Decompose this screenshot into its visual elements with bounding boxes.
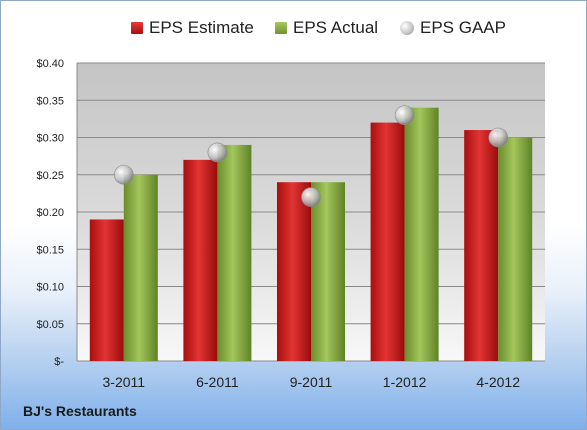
dot-eps-gaap [488, 127, 509, 148]
bar-eps-estimate [183, 159, 218, 361]
legend-item-eps-estimate: EPS Estimate [131, 18, 254, 38]
y-tick-label: $0.40 [36, 58, 64, 70]
legend-marker-eps-gaap [400, 21, 414, 35]
dot-eps-gaap [394, 105, 415, 125]
y-tick-label: $0.35 [36, 95, 64, 107]
legend-label-eps-gaap: EPS GAAP [420, 18, 506, 37]
x-tick-label: 4-2012 [476, 374, 520, 390]
x-tick-label: 9-2011 [290, 374, 333, 390]
y-tick-label: $0.10 [36, 282, 64, 294]
y-tick-label: $0.15 [36, 244, 64, 256]
bar-eps-actual [498, 137, 533, 361]
x-tick-label: 6-2011 [196, 374, 239, 390]
legend-label-eps-estimate: EPS Estimate [149, 18, 254, 37]
company-name: BJ's Restaurants [23, 403, 137, 419]
bar-eps-estimate [89, 219, 124, 361]
bar-eps-actual [404, 107, 439, 361]
bar-eps-estimate [464, 130, 499, 361]
legend-item-eps-gaap: EPS GAAP [400, 18, 506, 38]
bar-eps-actual [311, 182, 345, 361]
bar-eps-actual [217, 144, 252, 361]
legend-item-eps-actual: EPS Actual [275, 18, 378, 38]
dot-eps-gaap [114, 164, 134, 185]
legend: EPS Estimate EPS Actual EPS GAAP [1, 18, 586, 42]
x-tick-label: 3-2011 [103, 374, 146, 390]
dot-eps-gaap [207, 142, 228, 163]
y-tick-label: $0.30 [36, 133, 64, 145]
bar-eps-estimate [277, 182, 311, 361]
legend-swatch-eps-estimate [131, 22, 143, 34]
y-tick-label: $0.05 [36, 319, 64, 331]
legend-label-eps-actual: EPS Actual [293, 18, 379, 37]
bar-eps-estimate [370, 122, 405, 361]
bar-eps-actual [123, 174, 158, 361]
y-tick-label: $0.25 [36, 170, 64, 182]
dot-eps-gaap [301, 187, 321, 207]
y-tick-label: $- [54, 356, 64, 368]
legend-swatch-eps-actual [275, 22, 287, 34]
y-tick-label: $0.20 [36, 207, 64, 219]
x-tick-label: 1-2012 [383, 374, 427, 390]
